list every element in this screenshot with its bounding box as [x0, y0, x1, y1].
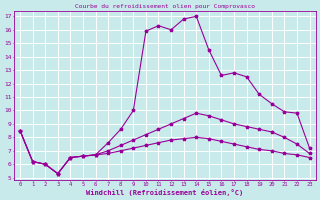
X-axis label: Windchill (Refroidissement éolien,°C): Windchill (Refroidissement éolien,°C) — [86, 189, 244, 196]
Title: Courbe du refroidissement olien pour Comprovasco: Courbe du refroidissement olien pour Com… — [75, 4, 255, 9]
